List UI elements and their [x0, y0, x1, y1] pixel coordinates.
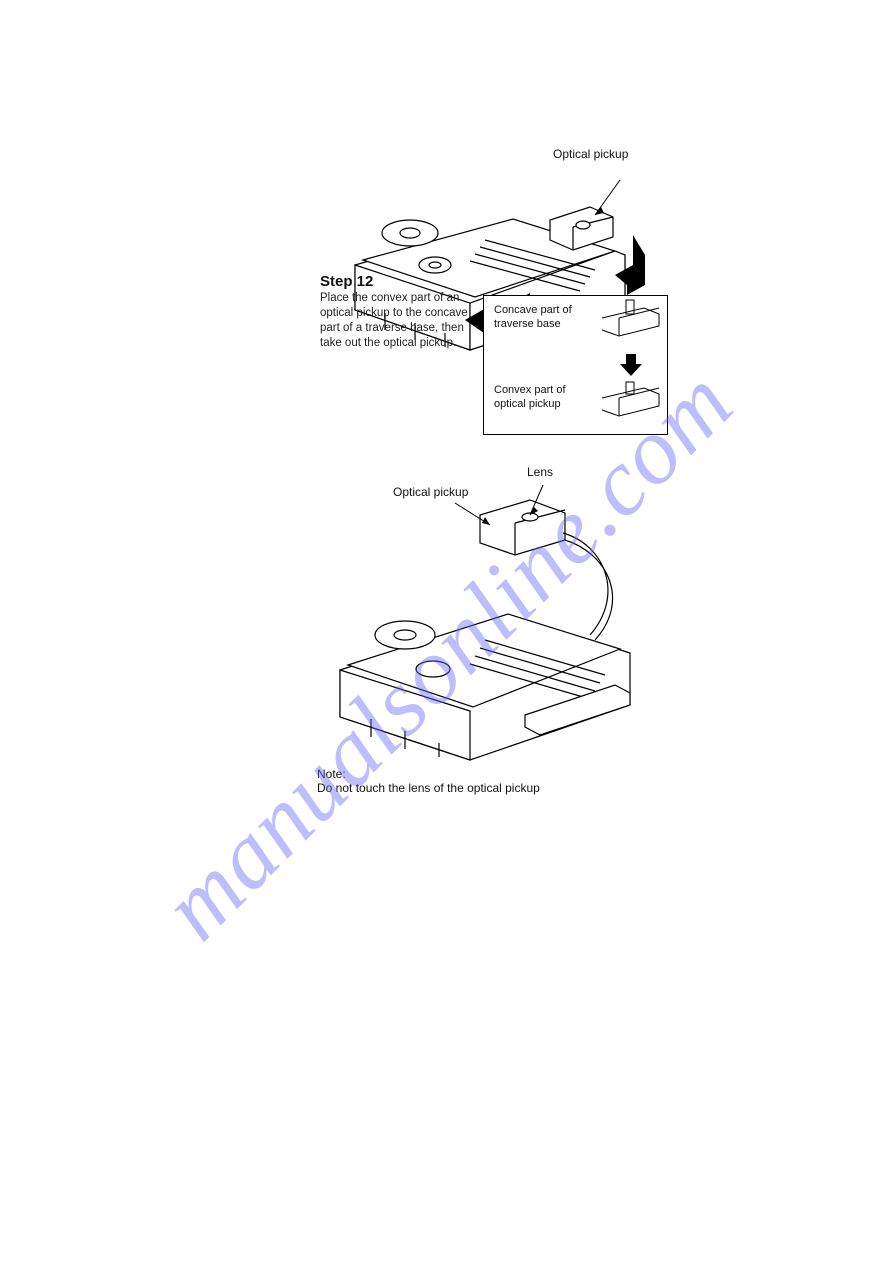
- inset-label-concave: Concave part of traverse base: [494, 304, 594, 332]
- label-lens: Lens: [527, 465, 553, 480]
- figure-step12: Optical pickup Step 12 Place the convex …: [315, 125, 675, 455]
- label-optical-pickup-top: Optical pickup: [553, 147, 628, 162]
- manual-page: Optical pickup Step 12 Place the convex …: [0, 0, 893, 1263]
- label-optical-pickup-2: Optical pickup: [393, 485, 468, 500]
- step12-title: Step 12: [320, 273, 373, 290]
- figure-lens-note: Optical pickup Lens Note: Do not touch t…: [305, 455, 685, 800]
- inset-label-convex: Convex part of optical pickup: [494, 384, 594, 412]
- note-body: Do not touch the lens of the optical pic…: [317, 781, 540, 795]
- step12-body: Place the convex part of an optical pick…: [320, 291, 470, 351]
- note-title: Note:: [317, 767, 346, 781]
- inset-concave-convex: Concave part of traverse base Convex par…: [483, 295, 668, 435]
- lens-note-drawing: [305, 455, 685, 800]
